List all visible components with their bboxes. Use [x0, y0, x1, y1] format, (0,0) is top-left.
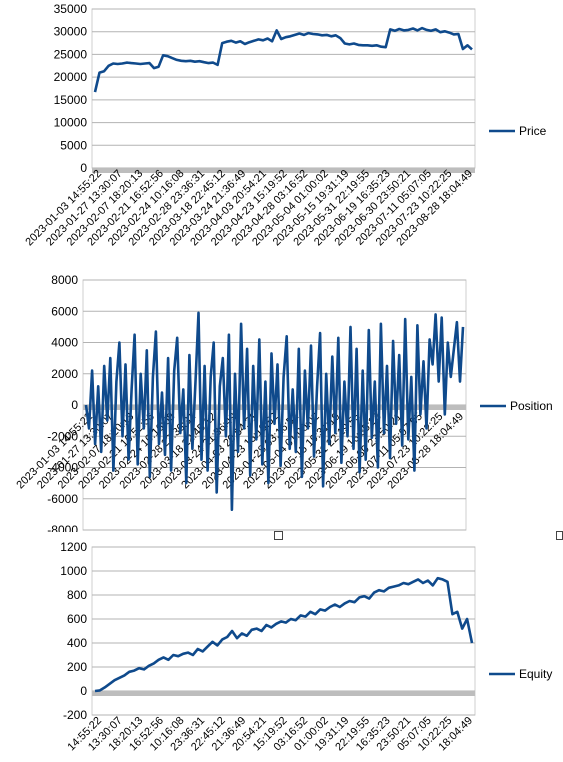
price-chart-panel: 35000 30000 25000 20000 15000 10000 5000 0 2023-…: [0, 0, 563, 267]
y-tick-label: -6000: [47, 492, 78, 506]
equity-chart: 120010008006004002000-20014:55:2213:30:0…: [60, 540, 552, 753]
x-axis-band: [92, 691, 475, 696]
legend-label: Price: [519, 124, 547, 138]
y-tick-label: 10000: [54, 116, 88, 130]
position-chart-panel: 8000 6000 4000 2000 0 -2000 -4000 -6000 -8000 202…: [0, 268, 563, 537]
legend-label: Position: [510, 399, 553, 413]
series-line-price: [93, 26, 473, 93]
y-tick-label: 200: [67, 660, 87, 674]
y-tick-label: -200: [63, 708, 87, 722]
y-tick-label: 0: [71, 398, 78, 412]
y-tick-label: 0: [80, 684, 87, 698]
series-line-equity: [94, 576, 474, 693]
price-chart: 350003000025000200001500010000500002023-…: [23, 2, 547, 248]
equity-chart-panel: 1200 1000 800 600 400 200 0 -200 14:55:22 13:30:0…: [0, 538, 563, 757]
y-tick-label: 25000: [54, 47, 88, 61]
y-tick-label: 1000: [60, 564, 87, 578]
y-tick-label: 1200: [60, 540, 87, 554]
y-tick-label: -8000: [47, 523, 78, 532]
y-tick-label: 30000: [54, 25, 88, 39]
y-tick-label: 35000: [54, 2, 88, 16]
plot-area: [91, 8, 476, 169]
position-chart: 80006000400020000-2000-4000-6000-8000202…: [14, 273, 553, 537]
y-tick-label: 4000: [51, 336, 78, 350]
y-tick-label: 20000: [54, 70, 88, 84]
y-tick-label: 8000: [51, 273, 78, 287]
y-tick-label: 2000: [51, 367, 78, 381]
y-tick-label: 600: [67, 612, 87, 626]
y-tick-label: -2000: [47, 429, 78, 443]
legend-label: Equity: [519, 667, 552, 681]
y-tick-label: 0: [80, 161, 87, 175]
selection-handle-bottom-center[interactable]: [274, 531, 283, 540]
selection-handle-right[interactable]: [556, 531, 563, 540]
series-line-position: [84, 311, 465, 511]
y-tick-label: -4000: [47, 461, 78, 475]
plot-area: [91, 546, 476, 716]
y-tick-label: 15000: [54, 93, 88, 107]
y-tick-label: 400: [67, 636, 87, 650]
y-tick-label: 6000: [51, 304, 78, 318]
y-tick-label: 5000: [60, 138, 87, 152]
x-axis-band: [92, 168, 475, 173]
y-tick-label: 800: [67, 588, 87, 602]
